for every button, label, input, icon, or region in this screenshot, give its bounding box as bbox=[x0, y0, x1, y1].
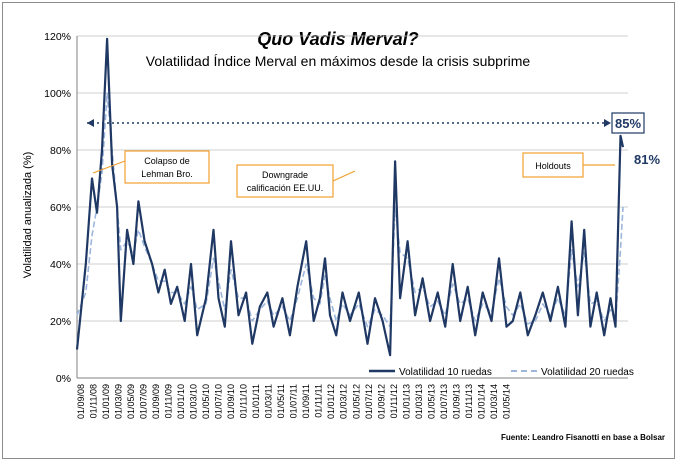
x-tick-12: 01/09/10 bbox=[226, 384, 236, 419]
x-tick-6: 01/09/09 bbox=[151, 384, 161, 419]
x-tick-21: 01/03/12 bbox=[339, 384, 349, 419]
x-tick-11: 01/07/10 bbox=[214, 384, 224, 419]
x-tick-8: 01/01/10 bbox=[176, 384, 186, 419]
x-tick-3: 01/03/09 bbox=[113, 384, 123, 419]
x-tick-labels: 01/09/08 01/11/08 01/01/09 01/03/09 01/05/09… bbox=[76, 384, 512, 419]
legend-label-10: Volatilidad 10 ruedas bbox=[399, 367, 492, 378]
x-tick-33: 01/03/14 bbox=[489, 384, 499, 419]
x-tick-4: 01/05/09 bbox=[126, 384, 136, 419]
x-tick-16: 01/05/11 bbox=[276, 384, 286, 418]
lehman-callout-line1: Colapso de bbox=[144, 156, 190, 166]
level-arrow-right-head bbox=[604, 119, 611, 127]
x-tick-14: 01/01/11 bbox=[251, 384, 261, 418]
x-tick-5: 01/07/09 bbox=[138, 384, 148, 419]
series-line-10-ruedas bbox=[75, 37, 625, 357]
chart-title: Quo Vadis Merval? bbox=[257, 29, 418, 49]
x-tick-2: 01/01/09 bbox=[101, 384, 111, 419]
downgrade-callout-box bbox=[236, 164, 334, 198]
lehman-callout-box bbox=[124, 150, 210, 184]
y-tick-40: 40% bbox=[50, 259, 71, 271]
volatility-chart: Quo Vadis Merval? Volatilidad Índice Mer… bbox=[22, 29, 665, 442]
x-tick-13: 01/11/10 bbox=[239, 384, 249, 418]
x-tick-1: 01/11/08 bbox=[88, 384, 98, 418]
x-tick-32: 01/01/14 bbox=[476, 384, 486, 419]
label-81: 81% bbox=[634, 152, 660, 167]
x-tick-25: 01/11/12 bbox=[389, 384, 399, 418]
x-tick-17: 01/07/11 bbox=[289, 384, 299, 418]
y-tick-80: 80% bbox=[50, 145, 71, 157]
chart-subtitle: Volatilidad Índice Merval en máximos des… bbox=[146, 53, 531, 69]
x-tick-20: 01/01/12 bbox=[326, 384, 336, 419]
y-axis-label: Volatilidad anualizada (%) bbox=[22, 152, 34, 279]
x-tick-28: 01/05/13 bbox=[426, 384, 436, 419]
label-85: 85% bbox=[615, 116, 641, 131]
downgrade-callout-line1: Downgrade bbox=[262, 170, 308, 180]
x-tick-23: 01/07/12 bbox=[364, 384, 374, 419]
y-tick-120: 120% bbox=[44, 31, 71, 43]
holdouts-callout-box bbox=[522, 152, 584, 178]
level-arrow-left-head bbox=[87, 119, 94, 127]
y-tick-100: 100% bbox=[44, 88, 71, 100]
x-tick-30: 01/09/13 bbox=[451, 384, 461, 419]
x-tick-9: 01/03/10 bbox=[188, 384, 198, 419]
x-tick-7: 01/11/09 bbox=[163, 384, 173, 418]
y-tick-60: 60% bbox=[50, 202, 71, 214]
x-tick-27: 01/03/13 bbox=[414, 384, 424, 419]
grid-lines bbox=[76, 35, 628, 379]
series-line-20-ruedas bbox=[76, 92, 624, 328]
downgrade-callout-line bbox=[332, 170, 356, 182]
x-tick-22: 01/05/12 bbox=[351, 384, 361, 419]
x-tick-15: 01/03/11 bbox=[264, 384, 274, 418]
lehman-callout-line bbox=[92, 160, 126, 174]
x-tick-24: 01/09/12 bbox=[376, 384, 386, 419]
x-tick-34: 01/05/14 bbox=[502, 384, 512, 419]
x-tick-18: 01/09/11 bbox=[301, 384, 311, 418]
y-tick-0: 0% bbox=[56, 373, 71, 385]
source-note: Fuente: Leandro Fisanotti en base a Bols… bbox=[501, 433, 665, 442]
x-tick-19: 01/11/11 bbox=[314, 384, 324, 418]
y-tick-labels: 0% 20% 40% 60% 80% 100% 120% bbox=[44, 31, 71, 385]
legend-label-20: Volatilidad 20 ruedas bbox=[541, 367, 634, 378]
lehman-callout-line2: Lehman Bro. bbox=[141, 169, 193, 179]
x-tick-26: 01/01/13 bbox=[401, 384, 411, 419]
holdouts-callout-text: Holdouts bbox=[535, 161, 571, 171]
y-tick-20: 20% bbox=[50, 316, 71, 328]
x-tick-31: 01/11/13 bbox=[464, 384, 474, 418]
x-tick-10: 01/05/10 bbox=[201, 384, 211, 419]
x-tick-0: 01/09/08 bbox=[76, 384, 86, 419]
x-tick-29: 01/07/13 bbox=[439, 384, 449, 419]
series-lines bbox=[75, 37, 625, 357]
label-85-box bbox=[611, 112, 645, 134]
downgrade-callout-line2: calificación EE.UU. bbox=[247, 183, 324, 193]
